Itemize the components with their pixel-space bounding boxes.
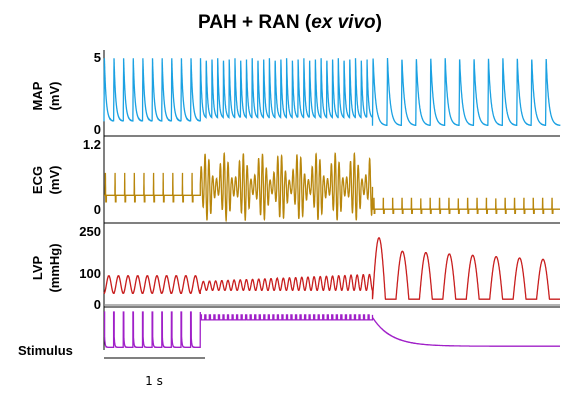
map-tick-label: 0 [94,122,101,137]
stimulus-label: Stimulus [18,343,73,358]
map-tick-label: 5 [94,50,101,65]
ecg-axis-label: ECG (mV) [30,166,62,195]
ecg-trace [104,152,560,223]
lvp-tick-label: 250 [79,224,101,239]
map-axis-label: MAP (mV) [30,81,62,110]
traces [103,57,561,348]
chart-title: PAH + RAN (ex vivo) [198,12,382,33]
map-trace [103,57,561,126]
lvp-axis-label: LVP (mmHg) [30,243,62,292]
lvp-trace [103,237,560,300]
lvp-tick-label: 0 [94,297,101,312]
panel-frames [103,50,560,350]
scale-bar-label: 1 s [145,374,163,388]
chart-title-close: ) [376,12,382,33]
chart-title-italic: ex vivo [311,12,375,33]
chart-title-main: PAH + RAN ( [198,12,312,33]
ecg-tick-label: 1.2 [83,137,101,152]
lvp-tick-label: 100 [79,266,101,281]
stimulus-trace [103,311,560,348]
ecg-tick-label: 0 [94,202,101,217]
